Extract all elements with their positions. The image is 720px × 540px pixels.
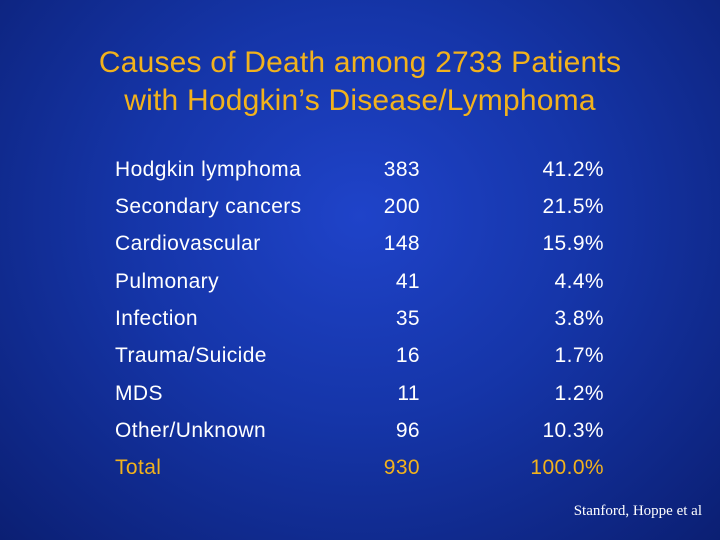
table-row: Infection 35 3.8% bbox=[0, 301, 720, 337]
cause-count: 35 bbox=[395, 307, 420, 330]
cause-count: 383 bbox=[383, 158, 420, 181]
cause-count: 16 bbox=[395, 344, 420, 367]
cause-percent: 1.2% bbox=[554, 382, 604, 405]
table-row: Other/Unknown 96 10.3% bbox=[0, 413, 720, 449]
table-row: Hodgkin lymphoma 383 41.2% bbox=[0, 152, 720, 188]
cause-percent: 15.9% bbox=[542, 232, 604, 255]
cause-percent: 3.8% bbox=[554, 307, 604, 330]
cause-label: Cardiovascular bbox=[115, 232, 261, 255]
cause-label: Other/Unknown bbox=[115, 419, 267, 442]
table-row: Cardiovascular 148 15.9% bbox=[0, 226, 720, 262]
cause-count: 11 bbox=[397, 382, 420, 405]
cause-label: Hodgkin lymphoma bbox=[115, 158, 302, 181]
cause-count: 148 bbox=[383, 232, 420, 255]
cause-percent: 4.4% bbox=[554, 270, 604, 293]
table-row: Secondary cancers 200 21.5% bbox=[0, 189, 720, 225]
cause-label: Trauma/Suicide bbox=[115, 344, 267, 367]
slide-title: Causes of Death among 2733 Patients with… bbox=[0, 44, 720, 120]
total-percent: 100.0% bbox=[530, 456, 604, 479]
cause-percent: 21.5% bbox=[542, 195, 604, 218]
table-row: MDS 11 1.2% bbox=[0, 376, 720, 412]
cause-percent: 10.3% bbox=[542, 419, 604, 442]
cause-count: 96 bbox=[395, 419, 420, 442]
cause-percent: 1.7% bbox=[554, 344, 604, 367]
cause-label: Infection bbox=[115, 307, 198, 330]
source-credit: Stanford, Hoppe et al bbox=[573, 503, 702, 519]
total-count: 930 bbox=[383, 456, 420, 479]
cause-count: 200 bbox=[383, 195, 420, 218]
table-row: Pulmonary 41 4.4% bbox=[0, 264, 720, 300]
title-line-2: with Hodgkin’s Disease/Lymphoma bbox=[124, 84, 596, 117]
title-line-1: Causes of Death among 2733 Patients bbox=[98, 46, 622, 79]
total-row: Total 930 100.0% bbox=[0, 450, 720, 486]
cause-label: Pulmonary bbox=[115, 270, 219, 293]
cause-label: Secondary cancers bbox=[115, 195, 302, 218]
cause-percent: 41.2% bbox=[542, 158, 604, 181]
total-label: Total bbox=[115, 456, 162, 479]
cause-count: 41 bbox=[395, 270, 420, 293]
table-row: Trauma/Suicide 16 1.7% bbox=[0, 338, 720, 374]
cause-label: MDS bbox=[115, 382, 163, 405]
